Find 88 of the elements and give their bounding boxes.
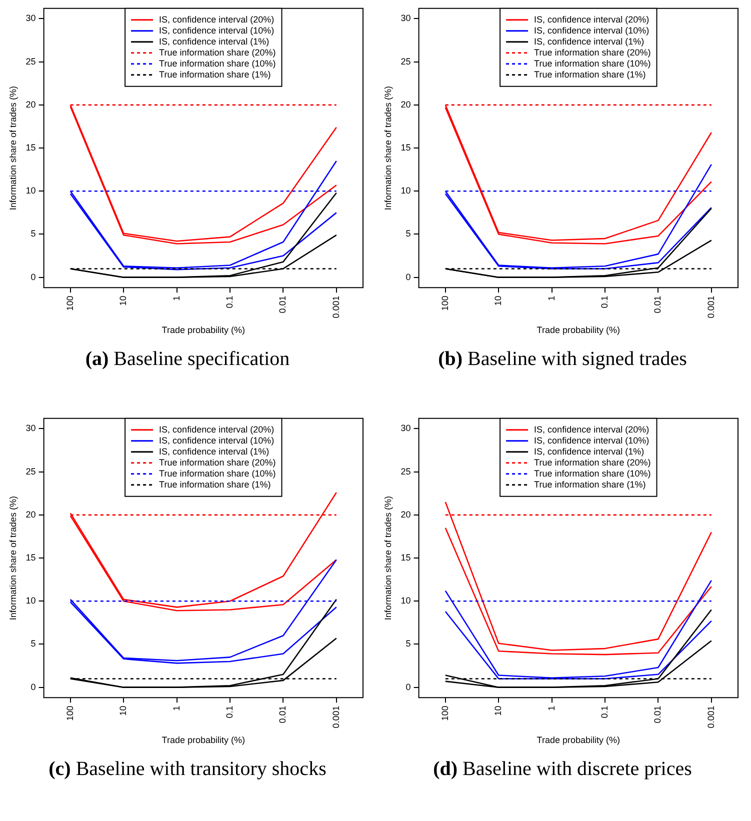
legend-label: IS, confidence interval (20%) <box>159 14 274 24</box>
y-tick-label: 5 <box>30 228 36 239</box>
legend-label: True information share (1%) <box>159 479 271 490</box>
y-tick-label: 5 <box>406 228 411 239</box>
y-tick-label: 15 <box>26 552 36 563</box>
text: (c) Baseline with transitory shocks <box>48 758 328 781</box>
legend-label: True information share (1%) <box>534 479 646 490</box>
legend-label: IS, confidence interval (20%) <box>159 424 274 434</box>
legend-label: IS, confidence interval (1%) <box>159 446 270 456</box>
x-tick-label: 0.01 <box>278 296 288 314</box>
y-tick-label: 25 <box>26 466 36 476</box>
legend-label: True information share (20%) <box>534 457 651 468</box>
legend-label: IS, confidence interval (10%) <box>159 25 274 36</box>
legend-label: IS, confidence interval (1%) <box>534 446 644 456</box>
y-axis-title: Information share of trades (%) <box>8 86 18 210</box>
y-tick-label: 0 <box>406 272 411 282</box>
x-tick-label: 0.1 <box>224 706 234 718</box>
y-axis-title: Information share of trades (%) <box>382 496 393 620</box>
y-tick-label: 30 <box>26 423 36 434</box>
legend-label: IS, confidence interval (1%) <box>159 36 270 46</box>
legend-label: True information share (1%) <box>534 69 646 80</box>
x-tick-label: 100 <box>440 296 450 311</box>
x-tick-label: 10 <box>118 706 128 716</box>
legend-label: True information share (20%) <box>159 47 276 58</box>
y-tick-label: 30 <box>26 13 36 24</box>
legend-label: IS, confidence interval (1%) <box>534 36 644 46</box>
legend-label: IS, confidence interval (20%) <box>534 14 650 24</box>
x-tick-label: 10 <box>493 706 504 716</box>
x-tick-label: 0.01 <box>652 706 663 724</box>
legend-label: True information share (10%) <box>159 468 276 478</box>
y-tick-label: 15 <box>26 142 36 153</box>
text: (b) Baseline with signed trades <box>437 348 688 371</box>
y-axis-title: Information share of trades (%) <box>8 496 18 620</box>
legend-label: True information share (10%) <box>534 58 651 68</box>
x-tick-label: 100 <box>440 706 450 721</box>
text: (a) Baseline specification <box>84 348 291 371</box>
x-tick-label: 1 <box>546 706 556 711</box>
x-tick-label: 10 <box>493 296 504 306</box>
y-tick-label: 10 <box>26 186 36 196</box>
y-axis-title: Information share of trades (%) <box>382 86 393 210</box>
x-tick-label: 0.1 <box>599 706 610 718</box>
legend-label: True information share (10%) <box>534 468 651 478</box>
y-tick-label: 0 <box>406 682 411 692</box>
legend-label: IS, confidence interval (10%) <box>534 435 650 446</box>
x-axis-title: Trade probability (%) <box>536 325 620 336</box>
y-tick-label: 0 <box>30 272 36 282</box>
x-axis-title: Trade probability (%) <box>162 735 246 746</box>
x-tick-label: 0.1 <box>599 296 610 308</box>
x-tick-label: 0.001 <box>706 296 716 318</box>
x-tick-label: 0.01 <box>652 296 663 314</box>
y-tick-label: 30 <box>400 423 411 434</box>
x-tick-label: 1 <box>546 296 556 301</box>
y-tick-label: 25 <box>26 56 36 66</box>
y-tick-label: 20 <box>26 99 36 110</box>
legend-label: True information share (10%) <box>159 58 276 68</box>
y-tick-label: 30 <box>400 13 411 24</box>
y-tick-label: 20 <box>400 509 411 520</box>
x-tick-label: 100 <box>64 296 75 311</box>
x-tick-label: 1 <box>171 296 182 301</box>
x-tick-label: 0.01 <box>278 706 288 724</box>
legend-label: True information share (20%) <box>534 47 651 58</box>
x-tick-label: 100 <box>64 706 75 721</box>
legend-label: True information share (20%) <box>159 457 276 468</box>
x-tick-label: 1 <box>171 706 182 711</box>
legend-label: IS, confidence interval (10%) <box>159 435 274 446</box>
y-tick-label: 5 <box>406 638 411 649</box>
y-tick-label: 5 <box>30 638 36 649</box>
x-tick-label: 0.001 <box>330 706 341 728</box>
y-tick-label: 10 <box>26 596 36 606</box>
x-tick-label: 0.001 <box>706 706 716 728</box>
legend-label: True information share (1%) <box>159 69 271 80</box>
y-tick-label: 20 <box>400 99 411 110</box>
y-tick-label: 20 <box>26 509 36 520</box>
y-tick-label: 0 <box>30 682 36 692</box>
y-tick-label: 25 <box>400 466 411 476</box>
y-tick-label: 10 <box>400 596 411 606</box>
y-tick-label: 15 <box>400 552 411 563</box>
x-tick-label: 10 <box>118 296 128 306</box>
legend-label: IS, confidence interval (20%) <box>534 424 650 434</box>
legend-label: IS, confidence interval (10%) <box>534 25 650 36</box>
text: (d) Baseline with discrete prices <box>432 758 693 781</box>
x-axis-title: Trade probability (%) <box>536 735 620 746</box>
y-tick-label: 10 <box>400 186 411 196</box>
x-tick-label: 0.1 <box>224 296 234 308</box>
y-tick-label: 25 <box>400 56 411 66</box>
x-tick-label: 0.001 <box>330 296 341 318</box>
x-axis-title: Trade probability (%) <box>162 325 246 336</box>
y-tick-label: 15 <box>400 142 411 153</box>
